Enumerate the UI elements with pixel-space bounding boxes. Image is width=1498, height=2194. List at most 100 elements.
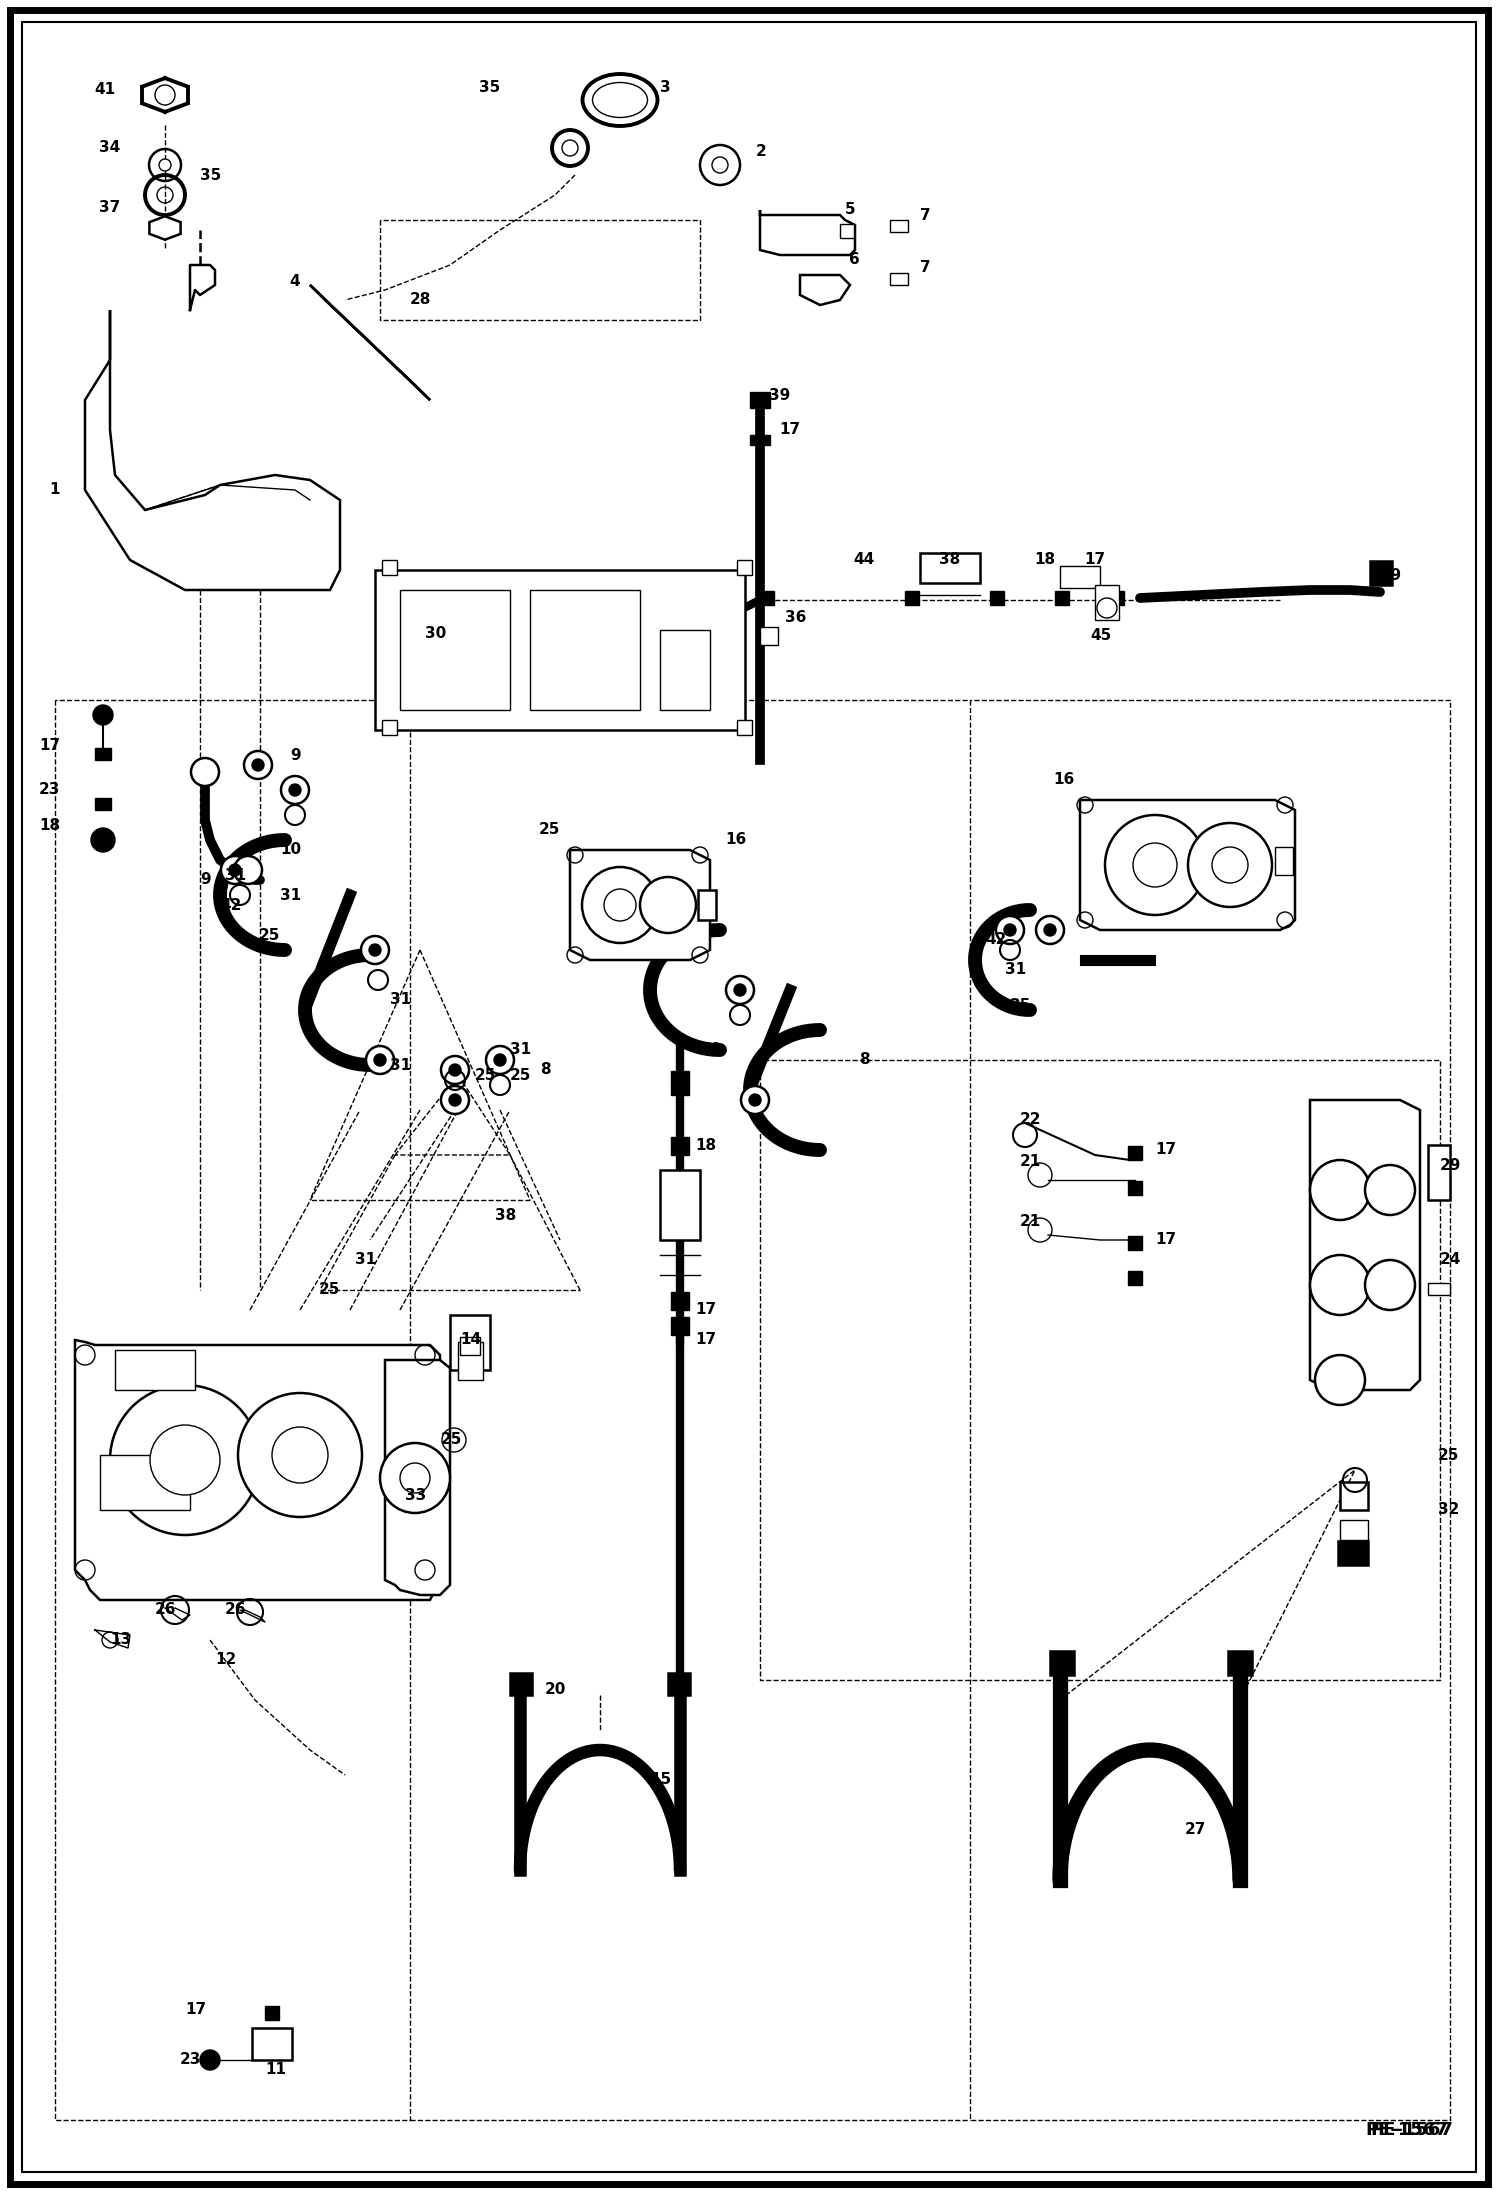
Polygon shape — [85, 309, 340, 590]
Text: 17: 17 — [695, 1303, 716, 1319]
Text: 23: 23 — [180, 2054, 201, 2067]
Text: 28: 28 — [410, 292, 431, 307]
Circle shape — [485, 1047, 514, 1075]
Text: 32: 32 — [1438, 1503, 1459, 1518]
Text: 31: 31 — [1005, 963, 1026, 979]
Text: 9: 9 — [291, 748, 301, 764]
Text: 1: 1 — [49, 483, 60, 498]
Text: 13: 13 — [109, 1632, 132, 1648]
Text: 36: 36 — [785, 610, 806, 625]
Bar — [990, 590, 1004, 606]
Circle shape — [374, 1053, 386, 1066]
Polygon shape — [571, 849, 710, 961]
Bar — [1341, 1520, 1368, 1540]
Circle shape — [449, 1064, 461, 1075]
Circle shape — [109, 1384, 261, 1536]
Circle shape — [282, 777, 309, 803]
Text: PE-1567: PE-1567 — [1365, 2122, 1449, 2139]
Text: 14: 14 — [460, 1332, 481, 1347]
Text: 25: 25 — [509, 1068, 532, 1082]
Bar — [750, 434, 770, 445]
Bar — [1128, 1235, 1141, 1251]
Bar — [671, 1136, 689, 1154]
Polygon shape — [1080, 801, 1294, 930]
Bar — [698, 891, 716, 919]
Bar — [94, 799, 111, 810]
Text: 30: 30 — [425, 625, 446, 641]
Text: 12: 12 — [216, 1652, 237, 1667]
Bar — [671, 1292, 689, 1310]
Bar — [1228, 1652, 1252, 1674]
Circle shape — [154, 86, 175, 105]
Text: 3: 3 — [661, 81, 671, 97]
Bar — [94, 748, 111, 759]
Bar — [1341, 1481, 1368, 1509]
Circle shape — [369, 943, 380, 957]
Bar — [840, 224, 854, 237]
Circle shape — [604, 889, 637, 921]
Polygon shape — [800, 274, 849, 305]
Text: 17: 17 — [1155, 1143, 1176, 1158]
Circle shape — [93, 704, 112, 724]
Bar — [668, 1674, 691, 1696]
Circle shape — [1212, 847, 1248, 882]
Polygon shape — [1309, 1099, 1420, 1391]
Polygon shape — [385, 1360, 449, 1595]
Bar — [530, 590, 640, 711]
Text: 33: 33 — [404, 1488, 427, 1503]
Text: 7: 7 — [920, 261, 930, 276]
Text: 4: 4 — [289, 274, 300, 290]
Text: 35: 35 — [479, 81, 500, 97]
Text: 18: 18 — [695, 1136, 716, 1152]
Text: 20: 20 — [545, 1683, 566, 1698]
Circle shape — [361, 937, 389, 963]
Text: 38: 38 — [939, 553, 960, 568]
Bar — [671, 1316, 689, 1334]
Text: 23: 23 — [39, 783, 60, 796]
Bar — [1338, 1540, 1368, 1564]
Circle shape — [380, 1444, 449, 1514]
Circle shape — [289, 783, 301, 796]
Circle shape — [234, 856, 262, 884]
Circle shape — [727, 976, 753, 1005]
Text: 21: 21 — [1020, 1154, 1041, 1169]
Circle shape — [1315, 1356, 1365, 1404]
Bar — [265, 2005, 279, 2021]
Bar — [759, 627, 777, 645]
Text: 8: 8 — [860, 1053, 870, 1068]
Bar — [382, 559, 397, 575]
Bar — [458, 1343, 482, 1380]
Polygon shape — [75, 1341, 440, 1599]
Text: 25: 25 — [319, 1283, 340, 1297]
Text: 11: 11 — [265, 2062, 286, 2078]
Circle shape — [583, 867, 658, 943]
Circle shape — [1004, 924, 1016, 937]
Circle shape — [734, 983, 746, 996]
Polygon shape — [150, 217, 181, 239]
Bar — [1428, 1145, 1450, 1200]
Text: 25: 25 — [475, 1068, 496, 1082]
Bar — [382, 720, 397, 735]
Circle shape — [1188, 823, 1272, 906]
Circle shape — [192, 757, 219, 785]
Bar — [737, 720, 752, 735]
Text: 17: 17 — [695, 1332, 716, 1347]
Text: 45: 45 — [1091, 627, 1112, 643]
Text: 39: 39 — [768, 388, 789, 402]
Text: 18: 18 — [1034, 553, 1055, 568]
Bar — [400, 590, 509, 711]
Bar — [1128, 1180, 1141, 1196]
Text: 7: 7 — [920, 208, 930, 222]
Text: 26: 26 — [225, 1602, 247, 1617]
Text: 42: 42 — [986, 932, 1007, 948]
Circle shape — [252, 759, 264, 770]
Text: 42: 42 — [220, 897, 241, 913]
Bar — [905, 590, 918, 606]
Circle shape — [449, 1095, 461, 1106]
Text: 38: 38 — [494, 1207, 517, 1222]
Polygon shape — [759, 211, 855, 255]
Bar — [920, 553, 980, 584]
Text: 25: 25 — [1438, 1448, 1459, 1463]
Bar — [1371, 562, 1392, 586]
Circle shape — [150, 1424, 220, 1494]
